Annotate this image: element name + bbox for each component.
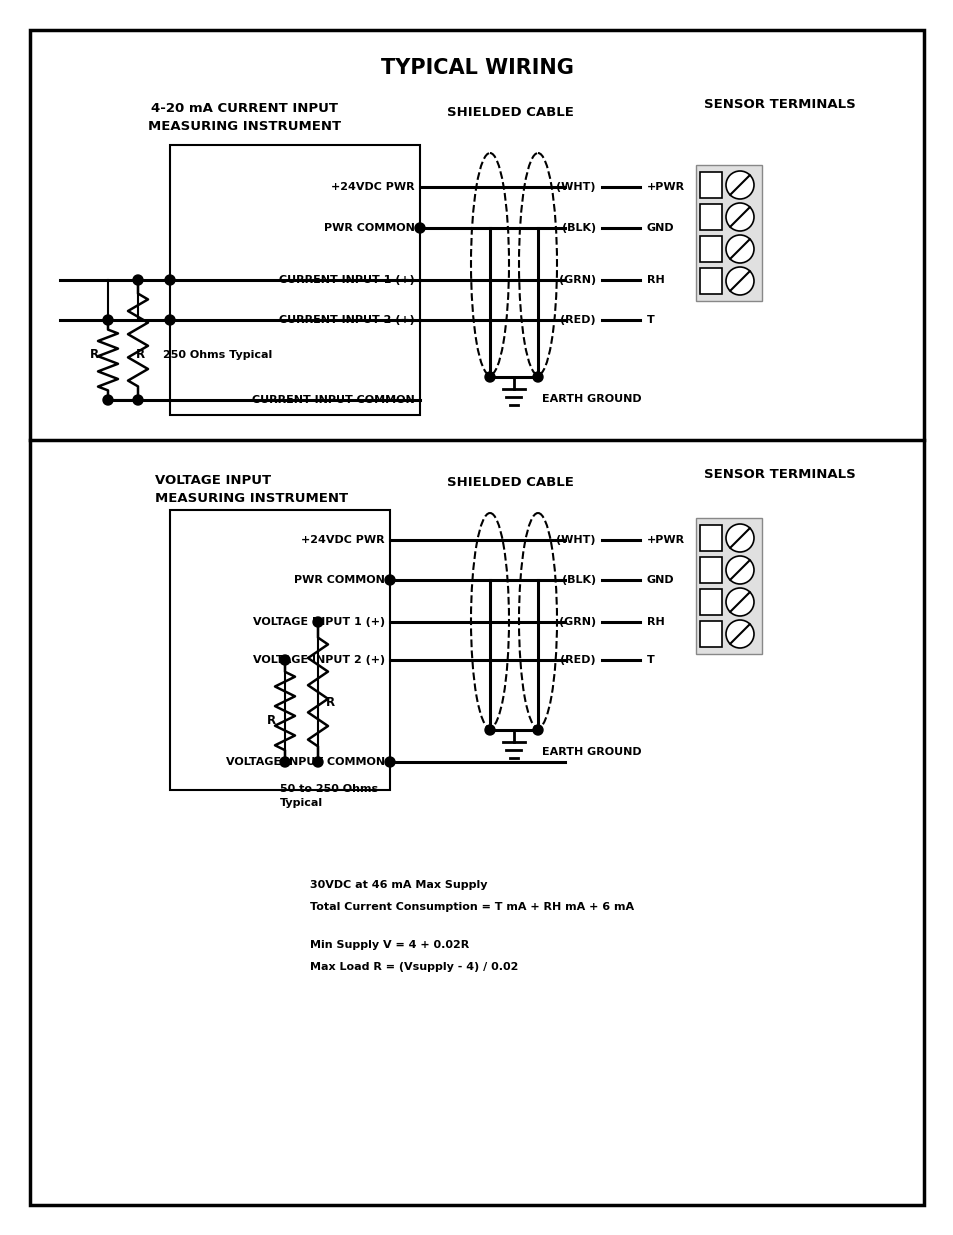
Bar: [700, 204, 721, 230]
Text: RH: RH: [646, 618, 664, 627]
Text: CURRENT INPUT COMMON: CURRENT INPUT COMMON: [252, 395, 415, 405]
Text: +PWR: +PWR: [646, 182, 684, 191]
Text: Typical: Typical: [280, 798, 323, 808]
Text: Max Load R = (Vsupply - 4) / 0.02: Max Load R = (Vsupply - 4) / 0.02: [310, 962, 517, 972]
Text: PWR COMMON: PWR COMMON: [294, 576, 385, 585]
Text: MEASURING INSTRUMENT: MEASURING INSTRUMENT: [154, 492, 348, 505]
Circle shape: [533, 725, 542, 735]
Text: SHIELDED CABLE: SHIELDED CABLE: [446, 477, 573, 489]
Circle shape: [132, 275, 143, 285]
Circle shape: [165, 315, 174, 325]
Circle shape: [725, 170, 753, 199]
Circle shape: [725, 235, 753, 263]
Text: R: R: [325, 695, 335, 709]
Text: T: T: [646, 315, 654, 325]
Circle shape: [313, 757, 323, 767]
Text: R: R: [266, 715, 275, 727]
Text: CURRENT INPUT 1 (+): CURRENT INPUT 1 (+): [279, 275, 415, 285]
Text: VOLTAGE INPUT: VOLTAGE INPUT: [154, 473, 271, 487]
Circle shape: [484, 725, 495, 735]
Circle shape: [103, 315, 112, 325]
Text: R: R: [135, 348, 145, 362]
Bar: [700, 621, 721, 647]
Text: (BLK): (BLK): [561, 224, 596, 233]
Bar: [700, 589, 721, 615]
Bar: [700, 557, 721, 583]
Text: SHIELDED CABLE: SHIELDED CABLE: [446, 106, 573, 120]
Bar: [696, 517, 761, 655]
Circle shape: [533, 372, 542, 382]
Text: T: T: [646, 655, 654, 664]
Text: +24VDC PWR: +24VDC PWR: [301, 535, 385, 545]
Text: TYPICAL WIRING: TYPICAL WIRING: [380, 58, 573, 78]
Text: 250 Ohms Typical: 250 Ohms Typical: [163, 350, 272, 359]
Text: 30VDC at 46 mA Max Supply: 30VDC at 46 mA Max Supply: [310, 881, 487, 890]
Circle shape: [725, 267, 753, 295]
Text: (WHT): (WHT): [556, 182, 596, 191]
Text: R: R: [90, 348, 98, 362]
Circle shape: [725, 588, 753, 616]
Circle shape: [132, 395, 143, 405]
Circle shape: [385, 757, 395, 767]
Bar: [170, 510, 390, 790]
Circle shape: [103, 395, 112, 405]
Circle shape: [484, 372, 495, 382]
Text: (BLK): (BLK): [561, 576, 596, 585]
Circle shape: [725, 524, 753, 552]
Text: SENSOR TERMINALS: SENSOR TERMINALS: [703, 468, 855, 482]
Circle shape: [280, 655, 290, 664]
Bar: [700, 172, 721, 198]
Circle shape: [165, 275, 174, 285]
Text: CURRENT INPUT 2 (+): CURRENT INPUT 2 (+): [279, 315, 415, 325]
Text: EARTH GROUND: EARTH GROUND: [541, 747, 641, 757]
Text: +24VDC PWR: +24VDC PWR: [331, 182, 415, 191]
Bar: [700, 268, 721, 294]
Text: MEASURING INSTRUMENT: MEASURING INSTRUMENT: [149, 120, 341, 132]
Text: RH: RH: [646, 275, 664, 285]
Text: +PWR: +PWR: [646, 535, 684, 545]
Circle shape: [415, 224, 424, 233]
Text: GND: GND: [646, 224, 674, 233]
Circle shape: [725, 203, 753, 231]
Text: Total Current Consumption = T mA + RH mA + 6 mA: Total Current Consumption = T mA + RH mA…: [310, 902, 634, 911]
Circle shape: [385, 576, 395, 585]
Text: VOLTAGE INPUT COMMON: VOLTAGE INPUT COMMON: [226, 757, 385, 767]
Circle shape: [313, 618, 323, 627]
Text: PWR COMMON: PWR COMMON: [324, 224, 415, 233]
Bar: [700, 236, 721, 262]
Text: GND: GND: [646, 576, 674, 585]
Text: SENSOR TERMINALS: SENSOR TERMINALS: [703, 99, 855, 111]
Text: VOLTAGE INPUT 2 (+): VOLTAGE INPUT 2 (+): [253, 655, 385, 664]
Text: 50 to 250 Ohms: 50 to 250 Ohms: [280, 784, 377, 794]
Text: 4-20 mA CURRENT INPUT: 4-20 mA CURRENT INPUT: [152, 101, 338, 115]
Circle shape: [725, 620, 753, 648]
Circle shape: [725, 556, 753, 584]
Text: Min Supply V = 4 + 0.02R: Min Supply V = 4 + 0.02R: [310, 940, 469, 950]
Bar: [170, 144, 419, 415]
Text: (GRN): (GRN): [558, 275, 596, 285]
Text: (RED): (RED): [559, 315, 596, 325]
Bar: [700, 525, 721, 551]
Text: VOLTAGE INPUT 1 (+): VOLTAGE INPUT 1 (+): [253, 618, 385, 627]
Text: (WHT): (WHT): [556, 535, 596, 545]
Bar: [696, 165, 761, 301]
Text: EARTH GROUND: EARTH GROUND: [541, 394, 641, 404]
Circle shape: [280, 757, 290, 767]
Text: (GRN): (GRN): [558, 618, 596, 627]
Text: (RED): (RED): [559, 655, 596, 664]
